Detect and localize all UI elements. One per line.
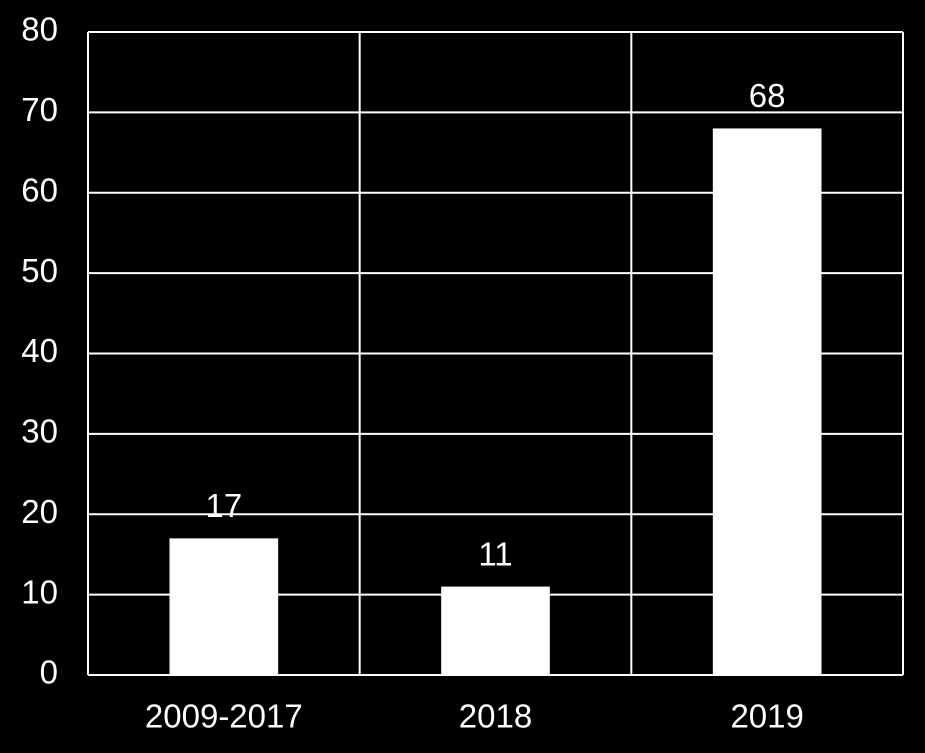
y-tick-label: 30 xyxy=(21,413,58,450)
bar xyxy=(712,128,822,675)
y-tick-label: 70 xyxy=(21,91,58,128)
value-label: 11 xyxy=(478,535,512,572)
value-label: 68 xyxy=(749,77,786,114)
y-tick-label: 50 xyxy=(21,252,58,289)
x-tick-label: 2018 xyxy=(459,698,532,735)
x-tick-label: 2009-2017 xyxy=(145,698,303,735)
y-tick-label: 80 xyxy=(21,11,58,48)
y-tick-label: 40 xyxy=(21,332,58,369)
bar xyxy=(441,586,550,675)
y-tick-label: 10 xyxy=(21,573,58,610)
value-label: 17 xyxy=(205,487,242,524)
y-tick-label: 0 xyxy=(40,654,58,691)
bar xyxy=(169,538,279,675)
y-tick-label: 20 xyxy=(21,493,58,530)
x-tick-label: 2019 xyxy=(730,698,803,735)
y-tick-label: 60 xyxy=(21,171,58,208)
